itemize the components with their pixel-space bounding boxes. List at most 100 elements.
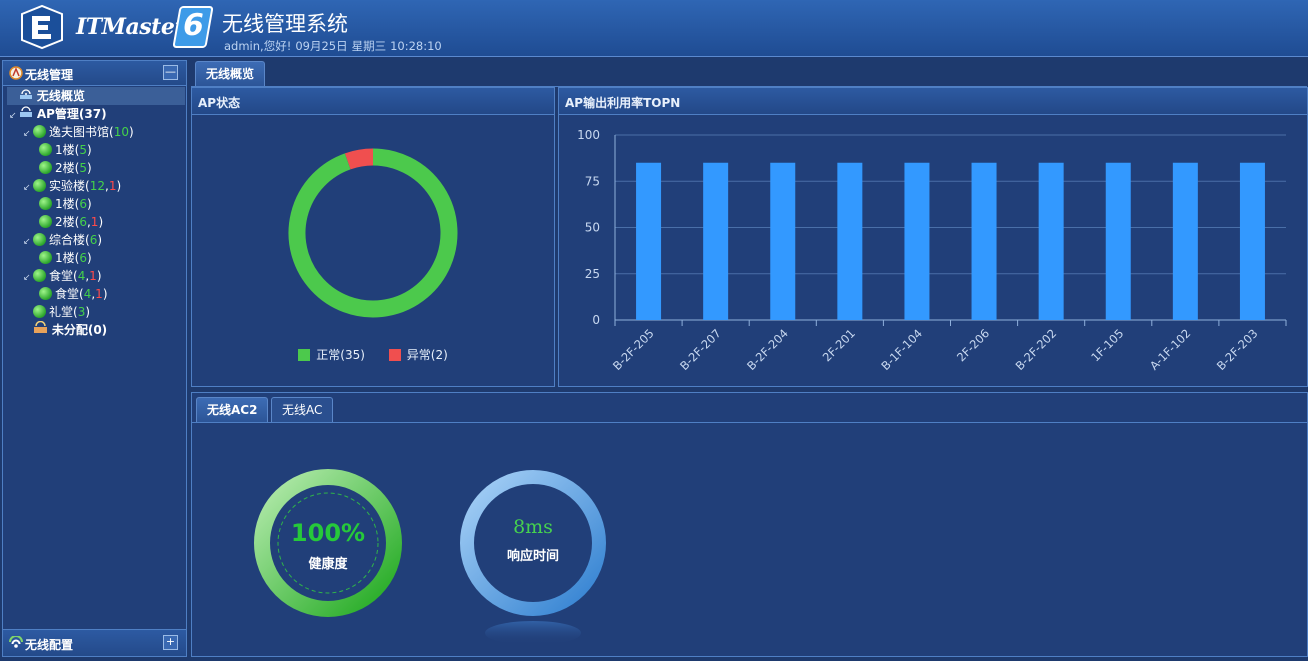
ap-group-icon [33,125,46,138]
tree-node-label: 礼堂 [49,305,74,319]
tree-node-count: 6 [89,233,98,247]
tree-node-count: 6 [79,215,87,229]
expand-button[interactable]: + [163,635,178,650]
bar[interactable] [971,162,997,320]
tree-node-label: 食堂 [49,269,74,283]
tree-expand-icon[interactable]: ↙ [23,129,31,139]
tree-node[interactable]: ↙ AP管理(37) [9,105,107,123]
bar[interactable] [1038,162,1064,320]
response-value: 8ms [513,516,553,538]
ap-group-icon [33,233,46,246]
tree-node[interactable]: 未分配(0) [23,320,108,339]
tree-node-count: 1 [95,287,103,301]
tree-node-count: 1 [108,179,117,193]
legend-abnormal[interactable]: 异常(2) [388,348,448,362]
tree-node[interactable]: 食堂(4,1) [39,285,108,303]
tree-node-count: 6 [79,251,87,265]
y-tick-label: 75 [585,174,600,188]
tree-node[interactable]: ↙ 综合楼(6) [23,231,102,249]
tree-node-label: 未分配(0) [51,323,108,337]
wireless-config-icon [9,636,23,648]
health-label: 健康度 [308,557,348,572]
tree-node[interactable]: 1楼(5) [39,141,92,159]
bar[interactable] [904,162,930,320]
bar[interactable] [1172,162,1198,320]
tree-node-count: 6 [79,197,87,211]
tree-node[interactable]: 2楼(6,1) [39,213,103,231]
legend-normal[interactable]: 正常(35) [298,348,365,362]
tree-node-label: 1楼 [55,251,75,265]
x-tick-label: B-2F-207 [677,326,724,373]
tree-expand-icon[interactable]: ↙ [23,237,31,247]
ac-tabbar: 无线AC2 无线AC [192,393,1307,423]
health-ring [254,469,402,617]
tree-node[interactable]: 1楼(6) [39,249,92,267]
tree-expand-icon[interactable]: ↙ [9,111,17,121]
ap-status-title: AP状态 [198,96,241,110]
user-greeting-line: admin,您好! 09月25日 星期三 10:28:10 [224,38,446,54]
legend-normal-swatch [298,349,311,361]
ap-group-icon [39,143,52,156]
tab-wireless-overview[interactable]: 无线概览 [195,61,266,86]
tree-node-label: 2楼 [55,161,75,175]
donut-slice-normal[interactable] [288,148,458,318]
current-date: 09月25日 [295,39,348,53]
response-gauge [460,470,606,645]
tree-node-label: AP管理(37) [36,107,107,121]
tree-node[interactable]: ↙ 实验楼(12,1) [23,177,121,195]
tree-node[interactable]: 2楼(5) [39,159,92,177]
tree-node[interactable]: 礼堂(3) [23,303,90,321]
ap-group-icon [39,161,52,174]
ap-topn-title: AP输出利用率TOPN [565,96,681,110]
tab-ac2[interactable]: 无线AC2 [196,397,269,422]
y-tick-label: 100 [577,128,600,142]
ap-topn-panel: AP输出利用率TOPN 0 25 50 75 100 B-2F-205 B-2F-207 B-… [558,87,1308,387]
ap-manage-icon [19,105,33,123]
bar[interactable] [770,162,796,320]
tab-ac[interactable]: 无线AC [271,397,334,422]
tree-expand-icon[interactable]: ↙ [23,273,31,283]
health-gauge [254,469,402,617]
bar[interactable] [1239,162,1265,320]
bar[interactable] [636,162,662,320]
bar[interactable] [703,162,729,320]
response-reflection [485,621,581,645]
sidebar-header[interactable]: 无线管理 — [3,61,186,86]
tree-node-label: 综合楼 [49,233,86,247]
brand-name: ITMaster [76,14,186,40]
sidebar-footer[interactable]: 无线配置 + [3,629,186,656]
tree-node[interactable]: 1楼(6) [39,195,92,213]
legend-abnormal-swatch [388,349,401,361]
sidebar-footer-title: 无线配置 [25,638,74,652]
x-tick-label: B-2F-202 [1013,326,1060,373]
ap-topn-bar-chart: 0 25 50 75 100 B-2F-205 B-2F-207 B-2F-204 2F-201… [577,128,1287,373]
tree-node-label: 逸夫图书馆 [49,125,110,139]
tree-node-count: 5 [79,161,87,175]
tree-node[interactable]: ↙ 逸夫图书馆(10) [23,123,134,141]
ap-status-header: AP状态 [192,88,554,115]
tree-node-count: 3 [77,305,86,319]
bar[interactable] [837,162,863,320]
brand-version: 6 [172,6,214,48]
ap-status-donut [288,148,458,318]
tree-node-count: 1 [90,215,99,229]
ap-topn-header: AP输出利用率TOPN [559,88,1307,115]
tree-expand-icon[interactable]: ↙ [23,183,31,193]
x-tick-label: B-1F-104 [878,326,925,373]
app-title: 无线管理系统 [222,12,348,36]
tree-node[interactable]: 无线概览 [7,87,185,105]
collapse-button[interactable]: — [163,65,178,80]
health-value: 100% [290,519,366,547]
donut-slice-abnormal[interactable] [344,148,374,170]
ap-group-icon [33,179,46,192]
x-tick-label: B-2F-204 [744,326,791,373]
response-ring [460,470,606,616]
y-tick-label: 0 [592,313,600,327]
tree-node-label: 1楼 [55,197,75,211]
tree-node-label: 食堂 [55,287,80,301]
bar[interactable] [1105,162,1131,320]
x-tick-label: B-2F-203 [1214,326,1261,373]
current-time: 10:28:10 [390,39,442,53]
tree-node[interactable]: ↙ 食堂(4,1) [23,267,102,285]
legend-normal-name: 正常 [316,348,341,362]
